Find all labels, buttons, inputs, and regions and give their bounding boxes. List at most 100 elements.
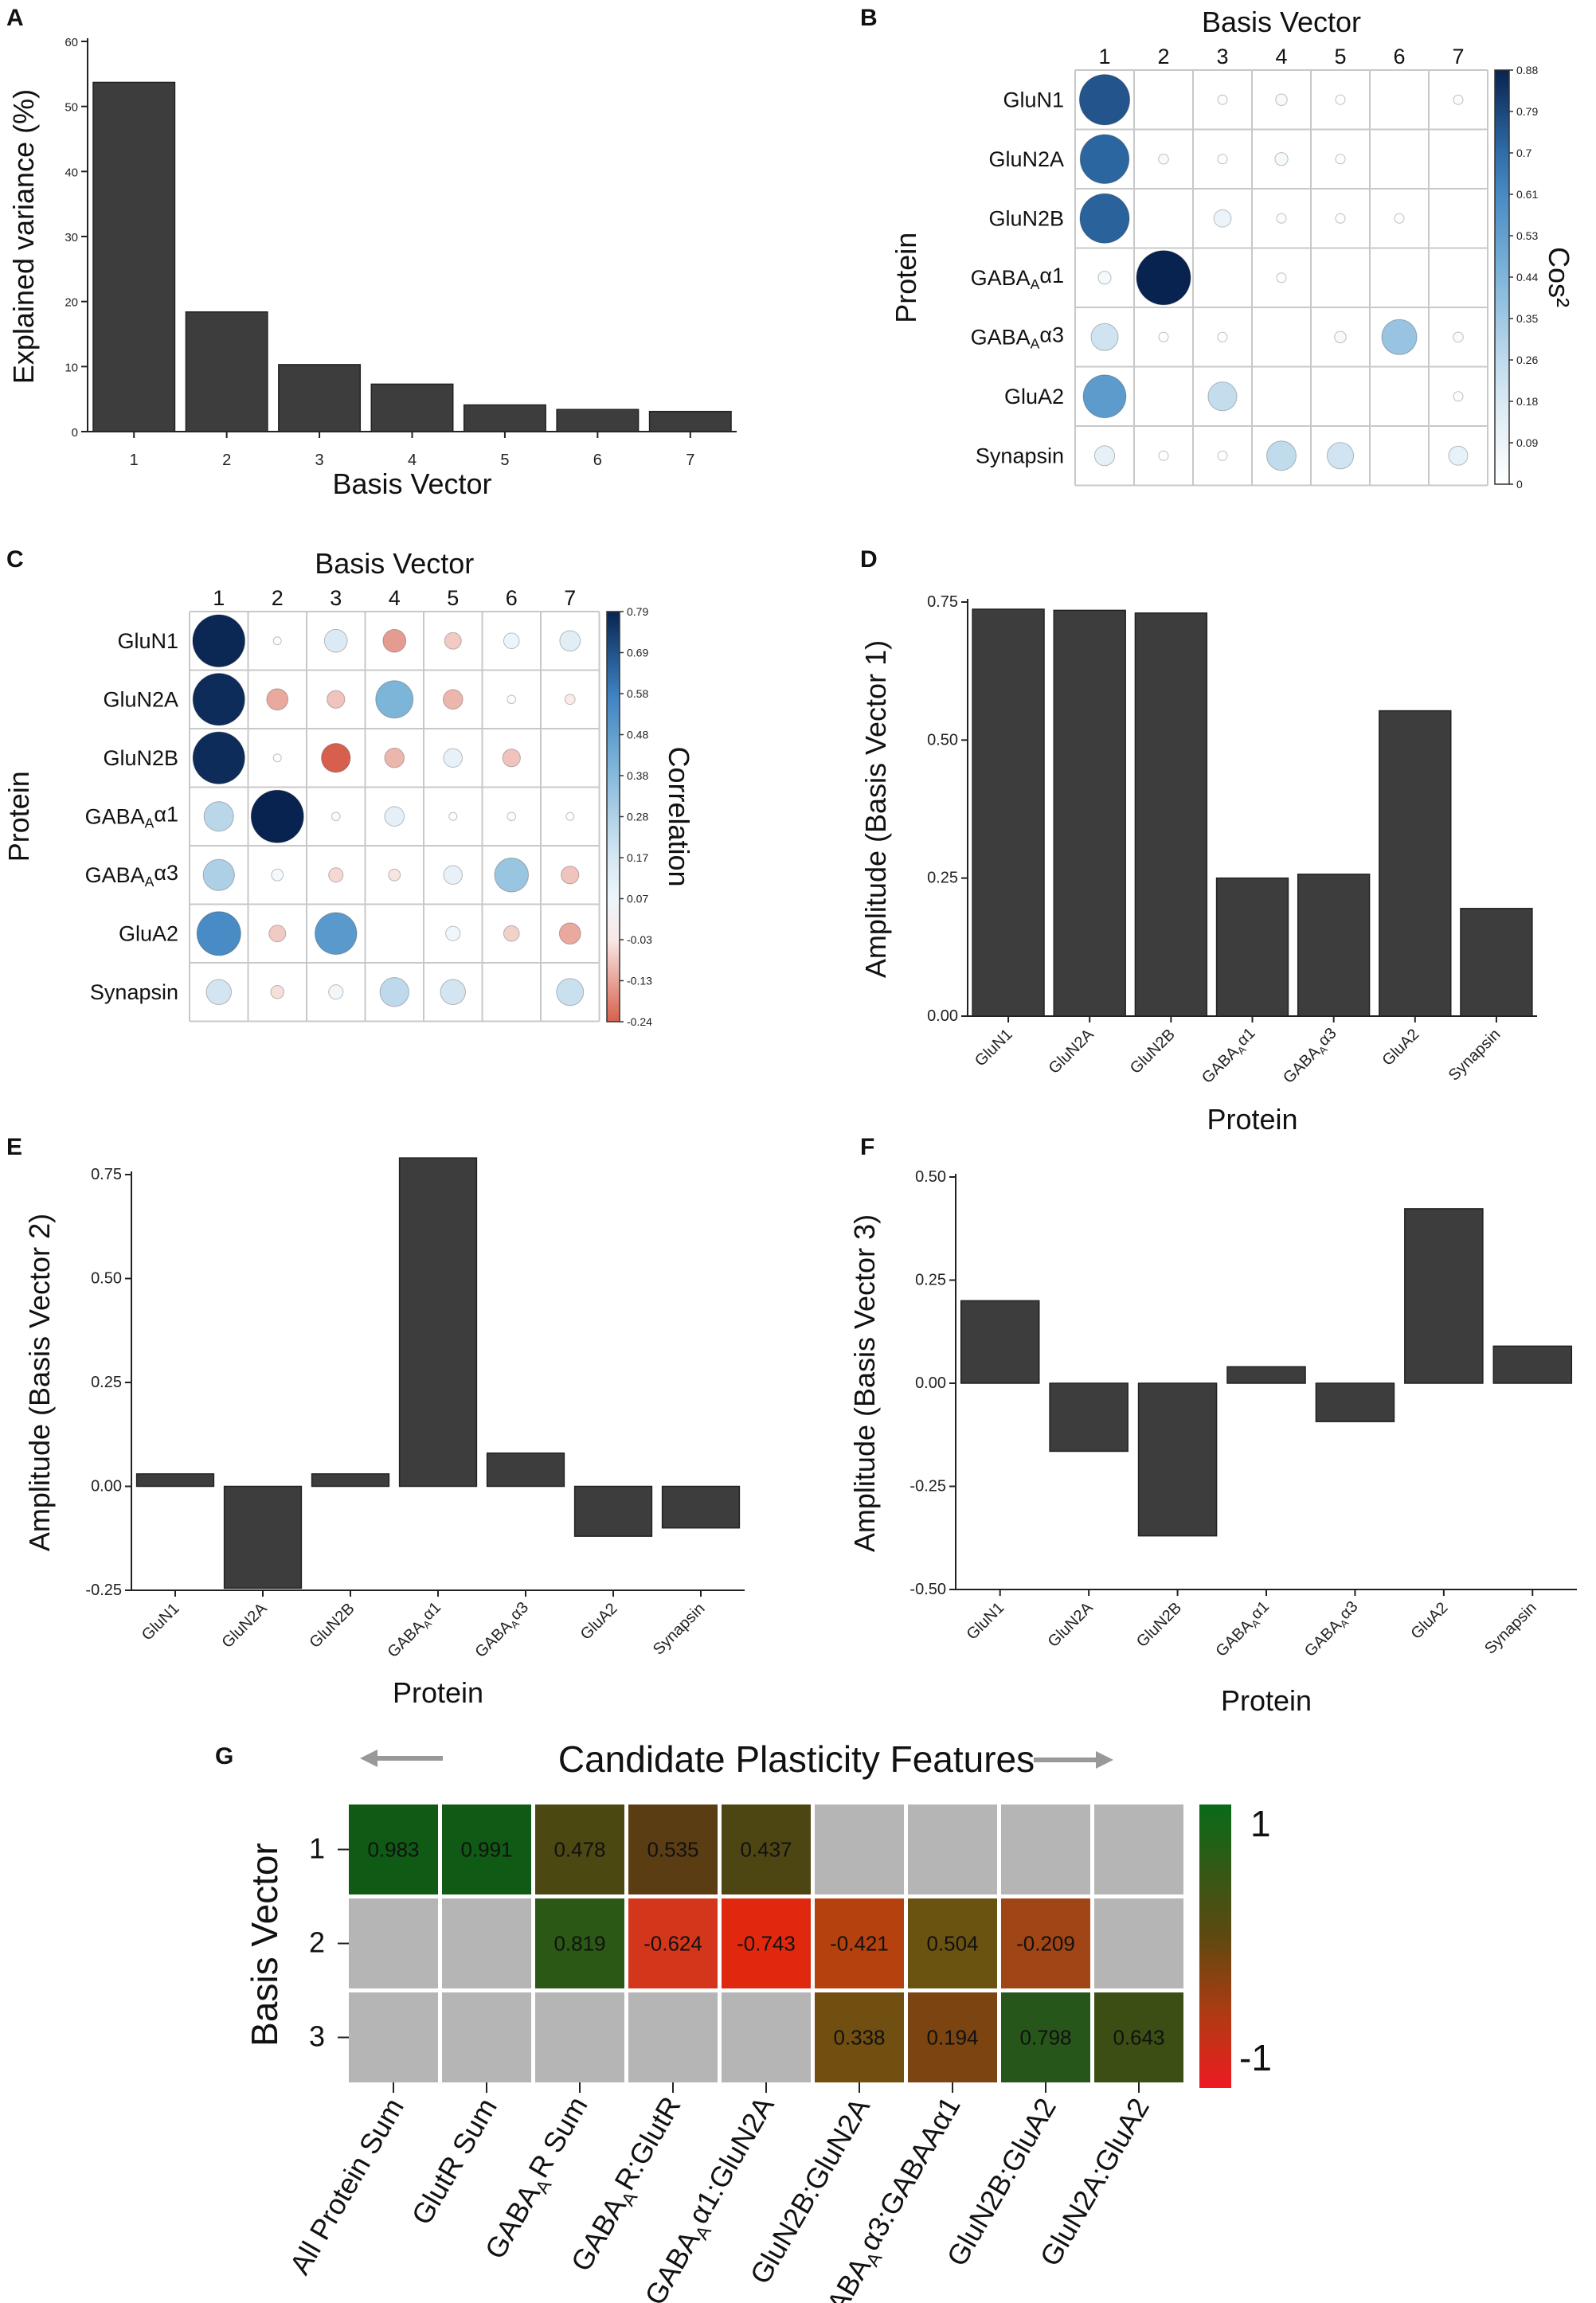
tile-2-0 <box>349 1898 438 1988</box>
x-tick-label: GluN2B <box>306 1600 358 1652</box>
column-label: 1 <box>1098 45 1110 68</box>
panel-letter-C: C <box>6 546 24 573</box>
x-tick-label: 1 <box>130 452 139 469</box>
dot-GluN2B-1 <box>192 731 245 784</box>
column-label: 5 <box>447 586 459 610</box>
dot-Synapsin-7 <box>556 978 585 1007</box>
column-label: 2 <box>272 586 284 610</box>
column-label: GlutR Sum <box>405 2093 503 2231</box>
tile-1-5 <box>815 1804 904 1894</box>
x-tick-label: GluA2 <box>1379 1026 1422 1069</box>
y-tick-label: 0.50 <box>915 1168 946 1186</box>
x-tick-label: 3 <box>315 452 324 469</box>
tile-1-2 <box>535 1804 624 1894</box>
dot-GluN1-2 <box>272 636 282 646</box>
row-label: 2 <box>309 1926 325 1959</box>
colorbar-tick-label: 0.7 <box>1516 147 1532 159</box>
dot-GluN2B-5 <box>443 748 463 768</box>
panel-letter-D: D <box>860 546 878 573</box>
column-label: 3 <box>1216 45 1228 68</box>
dot-GABAAα1-1 <box>1097 271 1112 285</box>
tile-2-3 <box>628 1898 718 1988</box>
row-label-GluN2B: GluN2B <box>103 746 178 770</box>
colorbar-tick-label: 0.58 <box>627 687 648 700</box>
dot-GluN1-5 <box>444 631 462 650</box>
bar-GluN1 <box>135 1473 215 1488</box>
dot-Synapsin-2 <box>1158 450 1169 461</box>
dot-GluA2-3 <box>314 912 358 956</box>
dot-GluA2-2 <box>268 925 287 943</box>
tile-1-6 <box>908 1804 997 1894</box>
tile-value: 0.991 <box>460 1838 512 1862</box>
dot-Synapsin-3 <box>1217 450 1228 461</box>
tile-value: 0.437 <box>740 1838 792 1862</box>
tile-2-7 <box>1001 1898 1090 1988</box>
row-label-GluN1: GluN1 <box>1003 88 1064 111</box>
dot-GABAAα3-5 <box>443 865 463 885</box>
colorbar-tick-label: 0.44 <box>1516 271 1538 283</box>
dot-GluA2-1 <box>196 911 241 956</box>
dot-GluN2B-3 <box>321 743 351 773</box>
row-label-GluN1: GluN1 <box>117 629 178 653</box>
bar-GluA2 <box>1404 1208 1484 1384</box>
y-tick-label: -0.25 <box>909 1478 946 1496</box>
tile-2-8 <box>1094 1898 1183 1988</box>
bar-GluN2B <box>311 1473 390 1488</box>
column-label: All Protein Sum <box>283 2093 410 2280</box>
bar-3 <box>278 364 362 432</box>
dot-GluN1-4 <box>1275 93 1288 106</box>
dot-GABAAα3-5 <box>1334 330 1347 343</box>
bar-GABAAα3 <box>1315 1382 1395 1422</box>
y-tick-label: 0.25 <box>915 1272 946 1289</box>
dot-GluN2A-3 <box>1217 154 1228 165</box>
dot-GABAAα1-4 <box>384 806 405 827</box>
row-label-GluN2A: GluN2A <box>988 147 1064 171</box>
dot-GluN2A-6 <box>507 694 517 705</box>
heatmap-y-title: Protein <box>2 771 35 862</box>
heatmap-title: Basis Vector <box>1202 6 1361 38</box>
tile-2-6 <box>908 1898 997 1988</box>
bar-GABAAα1 <box>1226 1366 1306 1384</box>
dot-GABAAα1-2 <box>1136 250 1191 306</box>
dot-GluN2A-2 <box>1158 153 1169 165</box>
colorbar-tick-label: 0.79 <box>627 605 648 618</box>
bar-GluN2A <box>1053 609 1126 1017</box>
dot-GABAAα3-2 <box>1158 331 1169 342</box>
colorbar-tick-label: -0.24 <box>627 1015 652 1028</box>
dot-GluA2-7 <box>558 922 581 945</box>
bar-GluN2B <box>1134 612 1208 1017</box>
dot-GABAAα3-3 <box>1217 331 1228 342</box>
bar-Synapsin <box>1492 1345 1573 1384</box>
colorbar-tick-label: 0.48 <box>627 729 648 741</box>
x-tick-label: GluN2B <box>1127 1026 1179 1077</box>
dot-GluN1-3 <box>323 628 348 653</box>
colorbar-tick-label: 0 <box>1516 478 1523 491</box>
x-tick-label: GABAAα1 <box>1198 1024 1262 1088</box>
colorbar-tick-label: 0.38 <box>627 769 648 782</box>
dot-GluN2A-3 <box>327 690 346 709</box>
colorbar-tick-label: 0.18 <box>1516 395 1538 408</box>
dot-GluN1-5 <box>1335 94 1346 105</box>
tile-2-1 <box>442 1898 531 1988</box>
tile-2-5 <box>815 1898 904 1988</box>
dot-GluN2B-5 <box>1335 213 1346 224</box>
dot-Synapsin-1 <box>1093 445 1116 467</box>
colorbar-title: Cos² <box>1543 247 1575 307</box>
colorbar-tick-label: -0.13 <box>627 975 652 987</box>
dot-GluN1-6 <box>503 632 520 650</box>
y-tick-label: 0.75 <box>927 593 958 611</box>
x-tick-label: 6 <box>593 452 602 469</box>
dot-GluN2B-6 <box>1394 213 1405 224</box>
y-tick-label: 0.00 <box>91 1478 122 1496</box>
tile-value: -0.743 <box>737 1932 796 1956</box>
bar-GluN2A <box>1049 1382 1129 1453</box>
x-tick-label: GABAAα3 <box>1279 1024 1343 1088</box>
row-label-GABAAα1: GABAAα1 <box>971 264 1064 292</box>
heatmap-g-title: Candidate Plasticity Features <box>558 1738 1035 1780</box>
colorbar-tick-label: 0.07 <box>627 893 648 905</box>
x-axis-title: Protein <box>393 1676 483 1709</box>
row-label-GluN2A: GluN2A <box>103 687 178 711</box>
dot-GluN1-7 <box>559 630 581 652</box>
y-tick-label: 0.75 <box>91 1166 122 1183</box>
